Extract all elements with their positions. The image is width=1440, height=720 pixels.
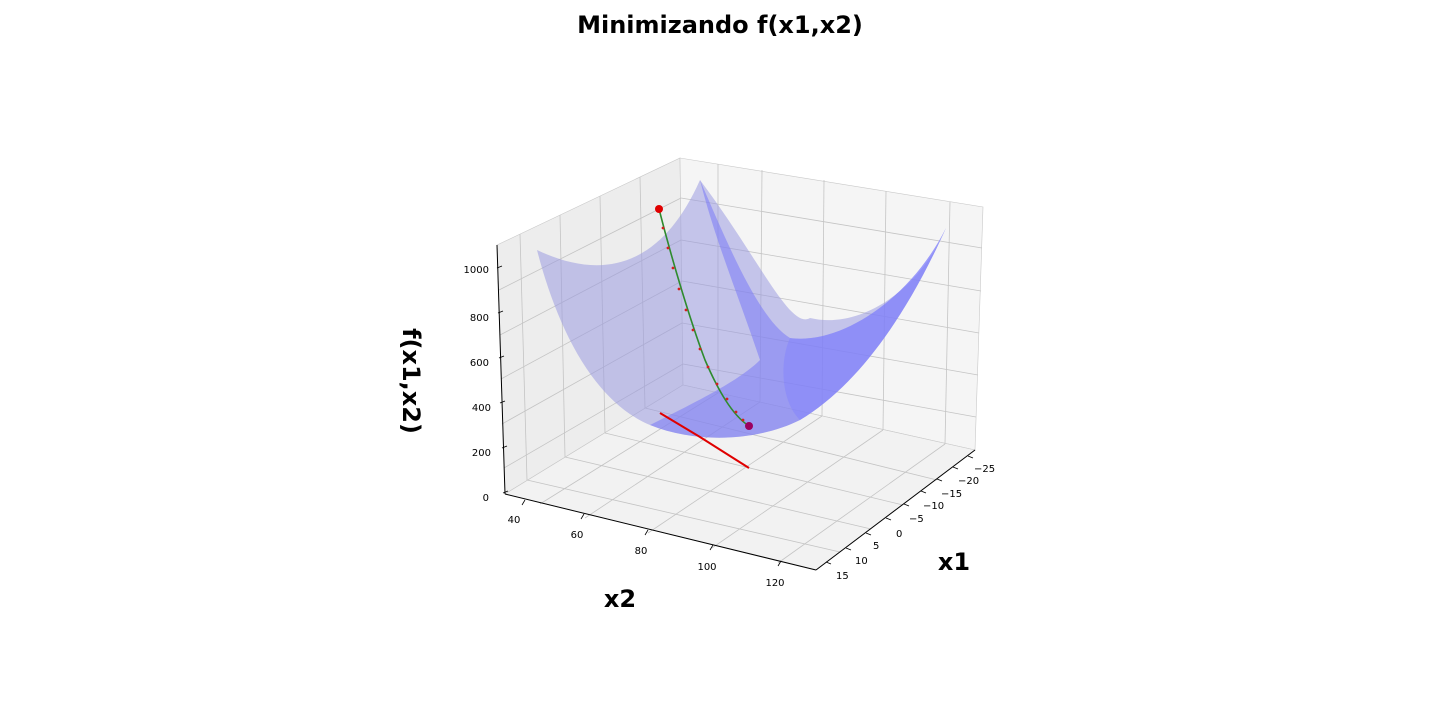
x1-tick-label: −10 — [923, 501, 944, 512]
descent-markers — [661, 226, 745, 422]
z-tick-label: 0 — [483, 493, 489, 504]
x1-tick-label: 15 — [836, 571, 849, 582]
x1-axis-label: x1 — [938, 548, 970, 576]
x1-tick-label: −15 — [941, 489, 962, 500]
z-axis-line — [496, 244, 506, 495]
start-point — [655, 205, 663, 213]
x1-tick-label: 0 — [896, 529, 902, 540]
chart-title: Minimizando f(x1,x2) — [577, 11, 863, 39]
surface — [537, 180, 946, 438]
z-axis-label: f(x1,x2) — [397, 328, 425, 434]
surface-front — [650, 180, 946, 438]
x1-axis-line — [815, 449, 976, 571]
x2-ticks — [521, 499, 782, 567]
x2-tick-label: 60 — [571, 530, 584, 541]
x1-tick-label: 10 — [855, 556, 868, 567]
z-tick-label: 200 — [472, 448, 491, 459]
x1-tick-label: −5 — [909, 514, 924, 525]
x1-ticks — [825, 455, 974, 565]
x2-tick-label: 40 — [508, 515, 521, 526]
x2-tick-label: 80 — [635, 546, 648, 557]
z-tick-label: 800 — [470, 313, 489, 324]
axis-lines — [496, 244, 976, 571]
descent-path — [655, 205, 753, 430]
x1-tick-label: −20 — [958, 476, 979, 487]
surface-front-right — [783, 228, 946, 420]
z-tick-label: 400 — [472, 403, 491, 414]
z-tick-label: 1000 — [464, 265, 489, 276]
x2-tick-label: 100 — [697, 562, 716, 573]
x2-axis-label: x2 — [604, 585, 636, 613]
descent-path-line — [658, 208, 750, 427]
z-tick-label: 600 — [470, 358, 489, 369]
z-ticks — [496, 265, 509, 494]
floor-projection-line — [659, 412, 750, 469]
end-point — [745, 422, 753, 430]
x1-tick-label: 5 — [873, 541, 879, 552]
x2-tick-label: 120 — [765, 578, 784, 589]
x2-axis-line — [504, 493, 817, 571]
x1-tick-label: −25 — [974, 464, 995, 475]
